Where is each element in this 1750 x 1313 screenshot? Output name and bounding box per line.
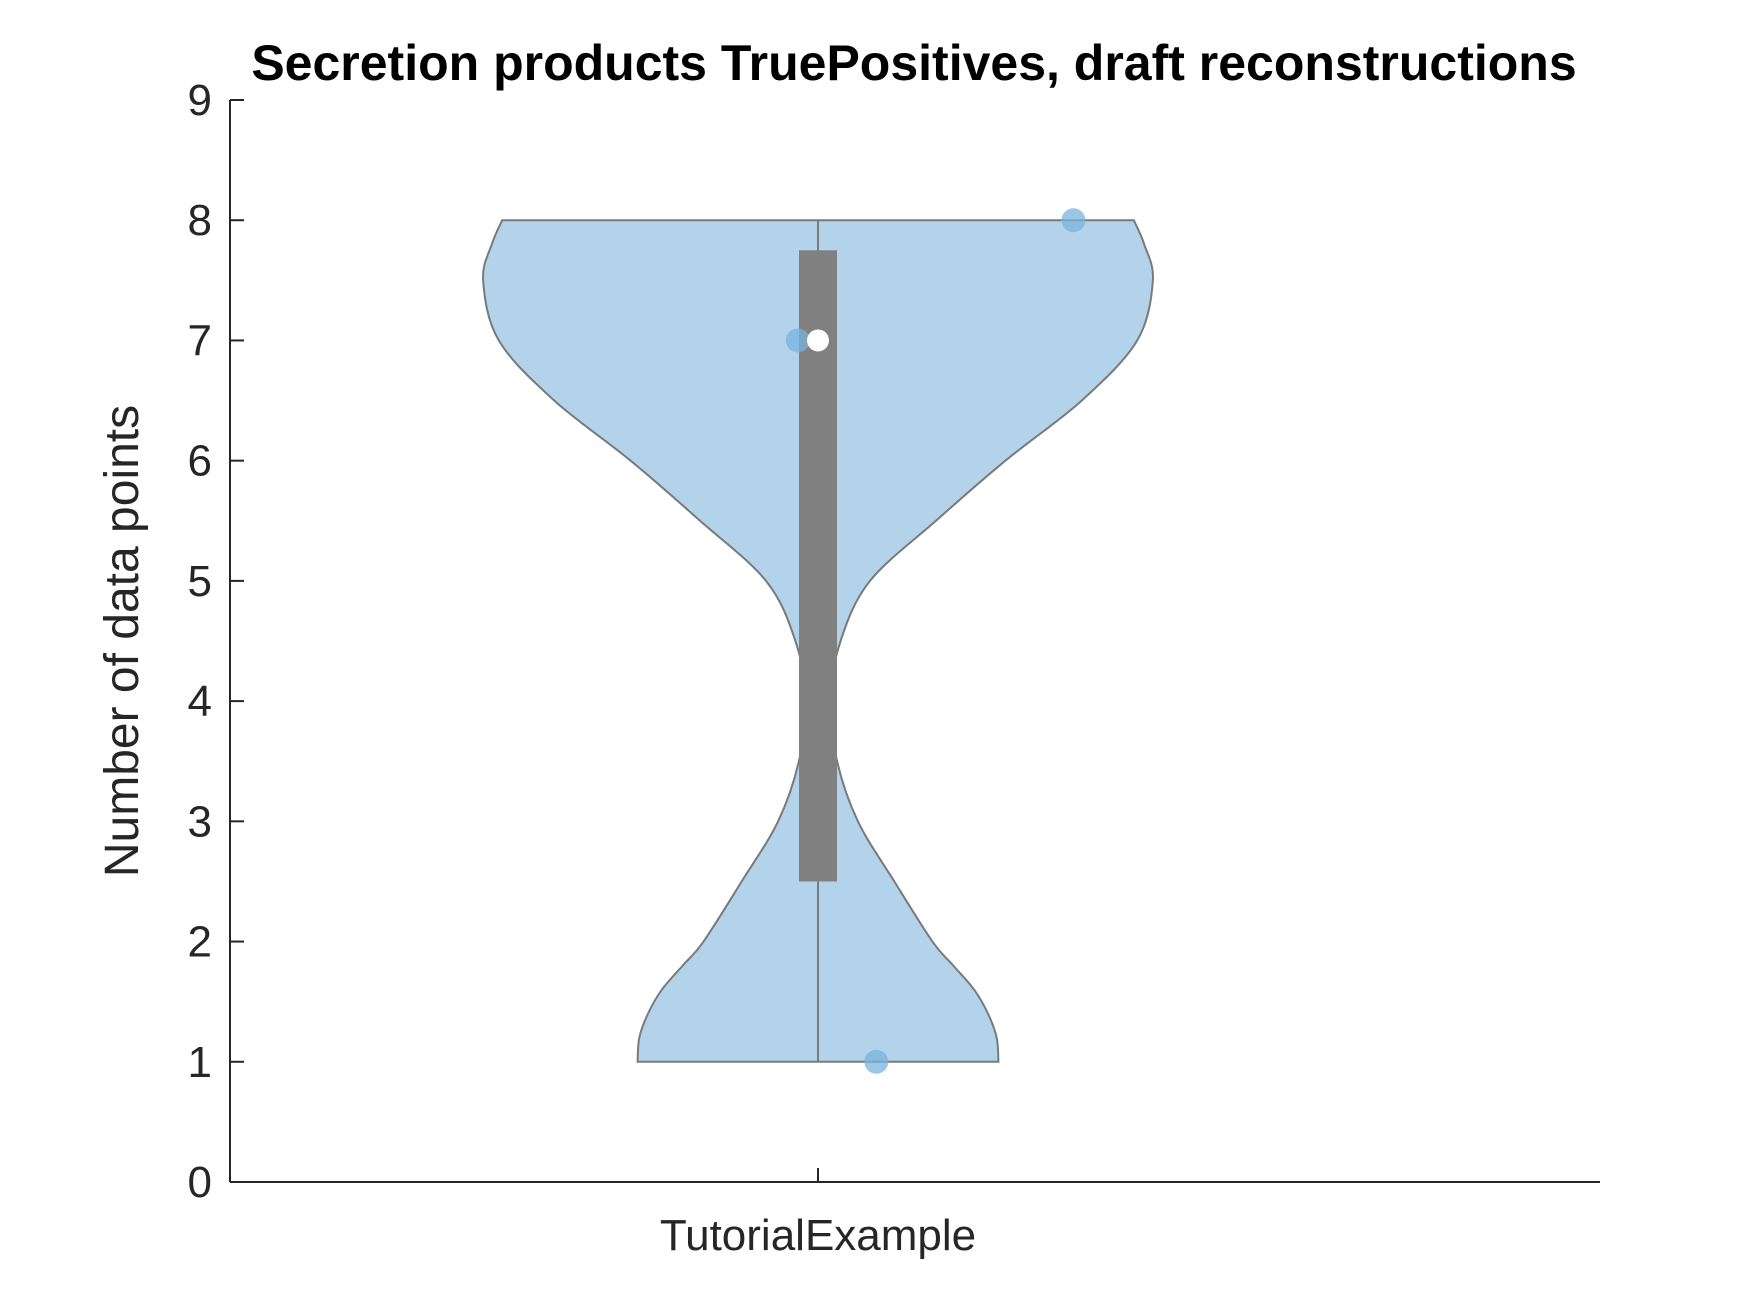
data-point bbox=[785, 328, 810, 353]
y-tick-label: 9 bbox=[188, 76, 212, 125]
axes bbox=[229, 100, 1600, 1183]
data-point bbox=[1061, 208, 1086, 233]
y-tick-label: 6 bbox=[188, 437, 212, 486]
y-tick-label: 8 bbox=[188, 196, 212, 245]
x-tick-label: TutorialExample bbox=[660, 1211, 976, 1260]
plot-area bbox=[482, 208, 1154, 1074]
y-tick-label: 5 bbox=[188, 557, 212, 606]
y-tick-label: 4 bbox=[188, 677, 212, 726]
y-tick-label: 3 bbox=[188, 797, 212, 846]
y-tick-label: 2 bbox=[188, 918, 212, 967]
median-marker bbox=[807, 329, 829, 352]
chart-title: Secretion products TruePositives, draft … bbox=[251, 35, 1576, 91]
y-axis-label: Number of data points bbox=[96, 405, 149, 877]
y-tick-label: 7 bbox=[188, 316, 212, 365]
data-point bbox=[864, 1049, 889, 1074]
iqr-box bbox=[799, 250, 837, 882]
y-tick-label: 1 bbox=[188, 1038, 212, 1087]
y-tick-label: 0 bbox=[188, 1158, 212, 1207]
ticks: 0 1 2 3 4 5 6 7 8 9 TutorialExample bbox=[188, 76, 977, 1260]
